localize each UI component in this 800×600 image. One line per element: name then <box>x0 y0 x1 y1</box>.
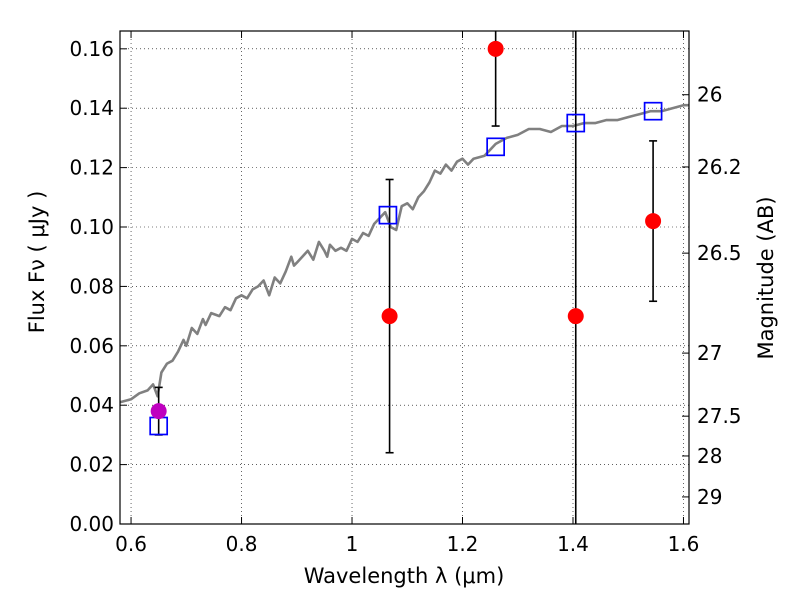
y-tick-label: 0.12 <box>69 156 114 180</box>
right-axis-label: Magnitude (AB) <box>754 196 778 359</box>
y-axis-label: Flux Fν ( μJy ) <box>25 191 49 334</box>
y-tick-label: 0.10 <box>69 215 114 239</box>
observed-point <box>150 403 167 420</box>
model-photometry-square <box>643 101 663 121</box>
model-spectrum-group <box>119 103 689 404</box>
y-tick-label: 0.06 <box>69 334 114 358</box>
right-tick-label: 26.2 <box>697 155 742 179</box>
right-tick-label: 26 <box>697 83 722 107</box>
right-tick-label: 27 <box>697 341 722 365</box>
x-tick-label: 1.4 <box>557 532 589 556</box>
right-tick-label: 26.5 <box>697 241 742 265</box>
y-tick-label: 0.00 <box>69 512 114 536</box>
right-tick-label: 28 <box>697 444 722 468</box>
x-axis-label: Wavelength λ (μm) <box>304 564 505 588</box>
y-tick-label: 0.14 <box>69 96 114 120</box>
observed-point <box>645 213 662 230</box>
x-tick-label: 1.2 <box>447 532 479 556</box>
observed-point <box>381 308 398 325</box>
y-tick-label: 0.08 <box>69 274 114 298</box>
observed-point <box>487 40 504 57</box>
observed-point <box>567 308 584 325</box>
x-tick-label: 0.8 <box>226 532 258 556</box>
x-tick-label: 0.6 <box>115 532 147 556</box>
y-tick-label: 0.02 <box>69 453 114 477</box>
right-ticks: 26 26.2 26.5 27 27.5 28 29 <box>682 83 742 509</box>
x-tick-label: 1 <box>346 532 359 556</box>
y-tick-label: 0.16 <box>69 37 114 61</box>
y-tick-label: 0.04 <box>69 393 114 417</box>
observed-points-group <box>150 40 662 420</box>
model-photometry-square <box>378 205 398 225</box>
x-tick-label: 1.6 <box>668 532 700 556</box>
right-tick-label: 29 <box>697 485 722 509</box>
right-tick-label: 27.5 <box>697 404 742 428</box>
model-photometry-group <box>149 101 663 436</box>
model-spectrum-line <box>119 103 689 404</box>
model-photometry-square <box>566 113 586 133</box>
plot-background <box>120 31 689 524</box>
plot-frame <box>119 30 690 525</box>
x-ticks: 0.6 0.8 1 1.2 1.4 1.6 <box>115 31 699 556</box>
model-photometry-square <box>486 137 506 157</box>
y-ticks: 0.00 0.02 0.04 0.06 0.08 0.10 0.12 0.14 0.16 <box>69 37 127 536</box>
